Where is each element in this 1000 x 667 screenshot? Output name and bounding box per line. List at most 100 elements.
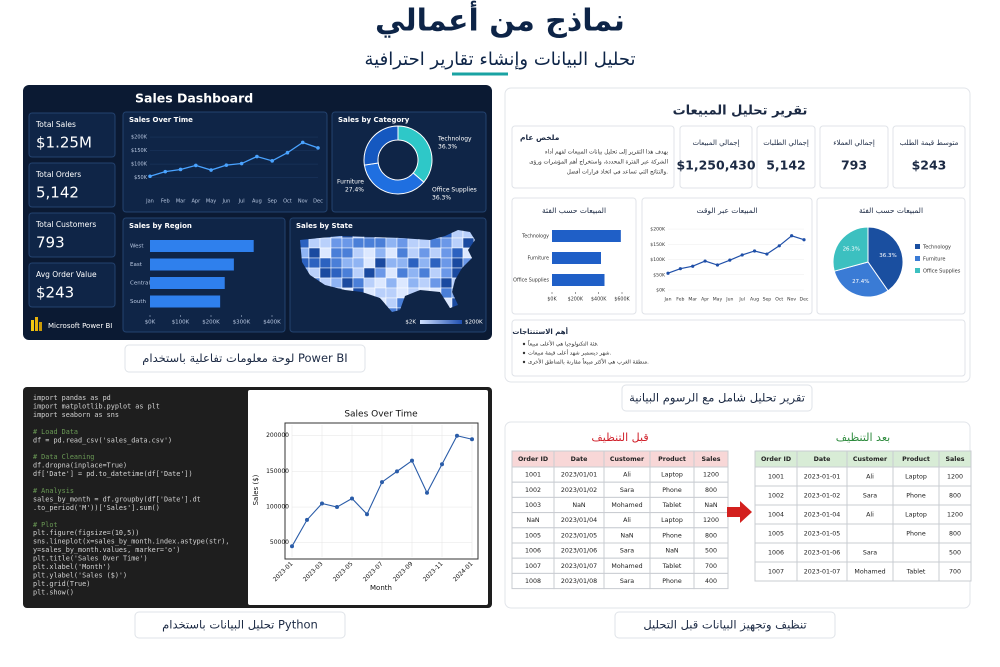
x-tick-label: Apr bbox=[191, 199, 201, 205]
point bbox=[163, 169, 168, 174]
map-region bbox=[407, 247, 420, 259]
code-line: plt.grid(True) bbox=[33, 580, 90, 588]
chart-title: المبيعات حسب الفئة bbox=[859, 206, 923, 215]
column-header: Customer bbox=[853, 456, 888, 463]
map-region bbox=[418, 267, 431, 279]
map-region bbox=[407, 237, 420, 249]
kpi-value: 793 bbox=[36, 234, 65, 252]
caption-box bbox=[124, 344, 366, 373]
map-region bbox=[407, 277, 420, 289]
cell-text: Ali bbox=[623, 517, 631, 524]
cell bbox=[892, 542, 940, 563]
summary-box bbox=[511, 125, 675, 189]
point bbox=[178, 167, 183, 172]
cell bbox=[693, 572, 729, 590]
chart-card bbox=[122, 217, 286, 333]
cell-text: Phone bbox=[662, 578, 682, 585]
cell bbox=[846, 523, 894, 544]
map-region bbox=[330, 277, 343, 289]
cell-text: 2023-01-07 bbox=[804, 569, 841, 576]
legend-swatch bbox=[915, 256, 920, 261]
point bbox=[765, 252, 769, 256]
chart-title: Sales Over Time bbox=[344, 410, 418, 420]
kpi-label: Total Orders bbox=[35, 170, 81, 179]
cell bbox=[938, 561, 972, 582]
cell-text: Tablet bbox=[662, 563, 682, 570]
y-tick-label: $0K bbox=[656, 288, 666, 294]
map-region bbox=[352, 277, 365, 289]
x-tick-label: Aug bbox=[750, 297, 759, 303]
column-header: Sales bbox=[702, 456, 721, 463]
cell-text: 1002 bbox=[768, 493, 784, 500]
x-tick-label: Oct bbox=[775, 297, 783, 303]
line bbox=[149, 141, 319, 177]
cell-text: 500 bbox=[949, 550, 961, 557]
y-tick-label: 100000 bbox=[266, 504, 289, 511]
x-tick-label: $200K bbox=[202, 320, 220, 326]
report-title: تقرير تحليل المبيعات bbox=[673, 104, 808, 119]
x-tick-label: $300K bbox=[233, 320, 251, 326]
map-region bbox=[363, 257, 376, 269]
summary-text: يهدف هذا التقرير إلى تحليل بيانات المبيع… bbox=[545, 148, 668, 156]
cell-text: 2023/01/04 bbox=[561, 517, 597, 524]
map-region bbox=[363, 247, 376, 259]
chart-card bbox=[331, 111, 487, 213]
column-header: Date bbox=[814, 456, 831, 463]
table-title: بعد التنظيف bbox=[836, 431, 890, 444]
slice-label: Technology bbox=[437, 136, 472, 143]
point bbox=[715, 263, 720, 267]
kpi-value: $243 bbox=[912, 158, 947, 173]
category-label: Technology bbox=[521, 234, 549, 240]
map-region bbox=[363, 277, 376, 289]
x-tick-label: Jan bbox=[145, 199, 154, 205]
x-tick-label: Sep bbox=[763, 297, 772, 303]
chart-card bbox=[122, 111, 328, 213]
point bbox=[425, 490, 429, 495]
cell-text: 1200 bbox=[947, 474, 963, 481]
point bbox=[285, 150, 290, 155]
map-region bbox=[451, 257, 464, 269]
kpi-label: إجمالي الطلبات bbox=[763, 139, 809, 147]
point bbox=[148, 174, 152, 179]
bar bbox=[150, 295, 221, 308]
summary-title: ملخص عام bbox=[520, 133, 560, 142]
y-tick-label: 50000 bbox=[270, 539, 289, 546]
legend-swatch bbox=[915, 268, 920, 273]
map-region bbox=[330, 237, 343, 249]
cell-text: Sara bbox=[620, 487, 634, 494]
y-tick-label: 200000 bbox=[266, 432, 289, 439]
code-line: df['Date'] = pd.to_datetime(df['Date']) bbox=[33, 470, 193, 478]
point bbox=[790, 234, 794, 238]
map-region bbox=[341, 277, 354, 289]
slice-label: Furniture bbox=[337, 179, 364, 186]
column-header: Date bbox=[571, 456, 588, 463]
code-line: plt.title('Sales Over Time') bbox=[33, 555, 148, 563]
x-tick-label: $0K bbox=[145, 320, 156, 326]
code-line: # Data Cleaning bbox=[33, 453, 94, 461]
kpi-card bbox=[28, 212, 116, 258]
x-tick-label: $0K bbox=[547, 297, 557, 303]
cell-text: 800 bbox=[705, 487, 717, 494]
dashboard-title: Sales Dashboard bbox=[135, 91, 253, 106]
cell-text: 2023/01/06 bbox=[561, 548, 597, 555]
point bbox=[777, 244, 781, 248]
kpi-box bbox=[679, 125, 753, 189]
point bbox=[740, 253, 744, 257]
map-region bbox=[418, 247, 431, 259]
code-line: import seaborn as sns bbox=[33, 411, 119, 419]
category-label: Office Supplies bbox=[513, 278, 549, 284]
summary-text: والنتائج التي تساعد في اتخاذ قرارات أفضل… bbox=[567, 168, 668, 176]
x-tick-label: Nov bbox=[787, 297, 796, 303]
x-axis-label: Month bbox=[370, 584, 392, 592]
bullet bbox=[522, 342, 526, 346]
map-region bbox=[429, 267, 442, 279]
x-tick-label: Jun bbox=[221, 199, 230, 205]
cell-text: 2023-01-02 bbox=[804, 493, 841, 500]
x-tick-label: Oct bbox=[283, 199, 292, 205]
map-region bbox=[352, 257, 365, 269]
map-region bbox=[308, 257, 321, 269]
map-region bbox=[396, 277, 409, 289]
category-label: South bbox=[130, 299, 146, 305]
legend-label: $2K bbox=[405, 320, 416, 326]
